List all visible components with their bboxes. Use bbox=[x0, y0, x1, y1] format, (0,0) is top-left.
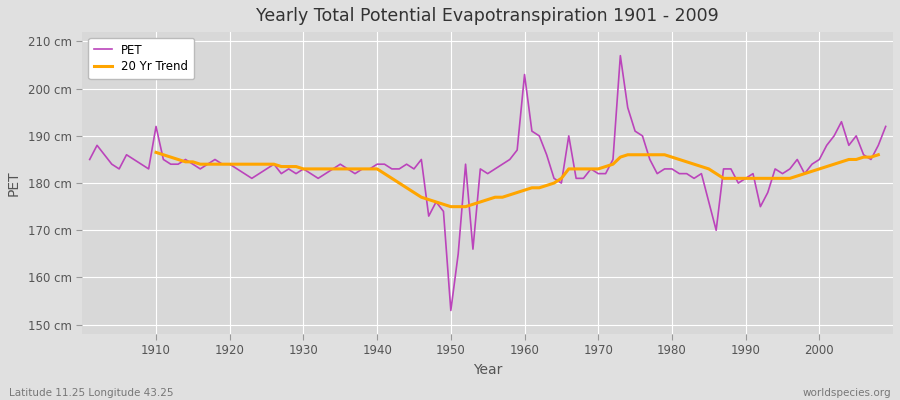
PET bbox=[446, 308, 456, 313]
20 Yr Trend bbox=[320, 166, 331, 171]
20 Yr Trend bbox=[372, 166, 382, 171]
20 Yr Trend bbox=[725, 176, 736, 181]
PET bbox=[85, 157, 95, 162]
PET bbox=[880, 124, 891, 129]
Line: PET: PET bbox=[90, 56, 886, 310]
PET bbox=[519, 72, 530, 77]
PET bbox=[622, 105, 633, 110]
Y-axis label: PET: PET bbox=[7, 170, 21, 196]
PET bbox=[349, 171, 360, 176]
PET bbox=[526, 129, 537, 134]
PET bbox=[615, 53, 626, 58]
20 Yr Trend bbox=[446, 204, 456, 209]
Text: worldspecies.org: worldspecies.org bbox=[803, 388, 891, 398]
X-axis label: Year: Year bbox=[473, 363, 502, 377]
20 Yr Trend bbox=[873, 152, 884, 157]
20 Yr Trend bbox=[150, 150, 161, 155]
20 Yr Trend bbox=[519, 188, 530, 192]
Line: 20 Yr Trend: 20 Yr Trend bbox=[156, 152, 878, 207]
PET bbox=[305, 171, 316, 176]
Text: Latitude 11.25 Longitude 43.25: Latitude 11.25 Longitude 43.25 bbox=[9, 388, 174, 398]
20 Yr Trend bbox=[342, 166, 353, 171]
Title: Yearly Total Potential Evapotranspiration 1901 - 2009: Yearly Total Potential Evapotranspiratio… bbox=[256, 7, 719, 25]
PET bbox=[143, 166, 154, 171]
Legend: PET, 20 Yr Trend: PET, 20 Yr Trend bbox=[88, 38, 194, 79]
20 Yr Trend bbox=[541, 183, 552, 188]
